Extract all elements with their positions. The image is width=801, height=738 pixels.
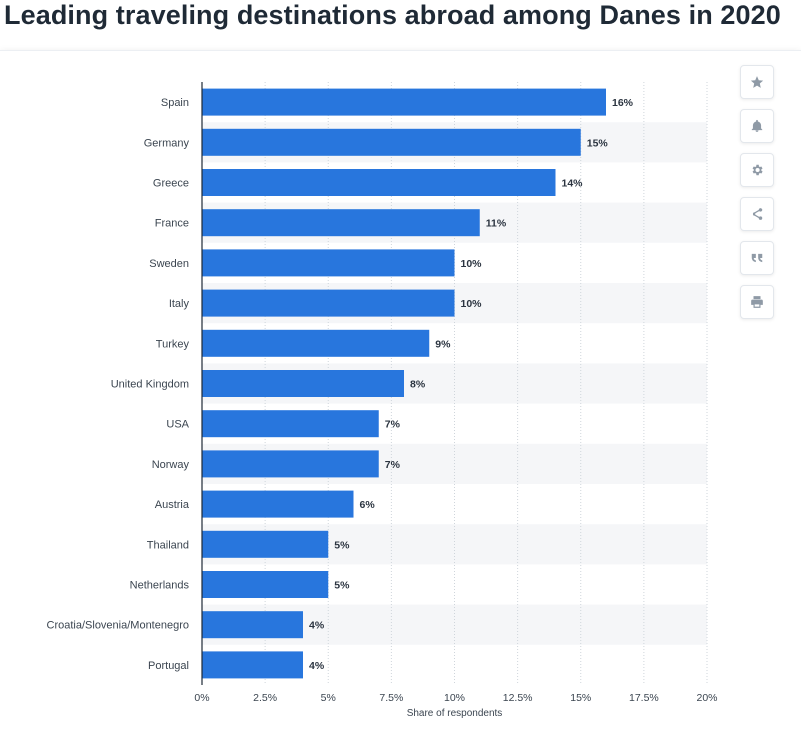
category-label: Greece bbox=[153, 178, 189, 190]
page-title: Leading traveling destinations abroad am… bbox=[4, 0, 781, 30]
bar bbox=[202, 209, 480, 237]
bar bbox=[202, 571, 329, 598]
x-tick-label: 10% bbox=[444, 692, 465, 704]
bar bbox=[202, 651, 303, 679]
cite-button[interactable] bbox=[740, 241, 774, 275]
category-label: Austria bbox=[155, 499, 190, 511]
bar bbox=[202, 289, 455, 317]
category-label: Portugal bbox=[148, 660, 189, 672]
x-tick-label: 0% bbox=[194, 692, 209, 704]
print-button[interactable] bbox=[740, 285, 774, 319]
x-tick-label: 15% bbox=[570, 692, 591, 704]
category-label: Croatia/Slovenia/Montenegro bbox=[47, 620, 189, 632]
category-label: France bbox=[155, 218, 189, 230]
x-tick-label: 7.5% bbox=[379, 692, 403, 704]
category-label: Thailand bbox=[147, 539, 189, 551]
category-label: Netherlands bbox=[130, 580, 190, 592]
x-tick-label: 17.5% bbox=[629, 692, 659, 704]
bar bbox=[202, 530, 329, 558]
print-icon bbox=[751, 296, 763, 308]
x-tick-label: 12.5% bbox=[503, 692, 533, 704]
share-icon bbox=[752, 208, 763, 220]
value-label: 4% bbox=[309, 620, 325, 632]
x-tick-label: 2.5% bbox=[253, 692, 277, 704]
x-tick-label: 5% bbox=[321, 692, 336, 704]
value-label: 5% bbox=[334, 539, 350, 551]
bar bbox=[202, 490, 354, 518]
favorite-button[interactable] bbox=[740, 65, 774, 99]
bar bbox=[202, 88, 606, 116]
star-icon bbox=[750, 76, 764, 88]
bar bbox=[202, 169, 556, 196]
value-label: 15% bbox=[587, 137, 609, 149]
value-label: 10% bbox=[461, 258, 483, 270]
value-label: 16% bbox=[612, 97, 634, 109]
value-label: 5% bbox=[334, 580, 350, 592]
value-label: 9% bbox=[435, 338, 451, 350]
category-label: Germany bbox=[144, 137, 190, 149]
settings-button[interactable] bbox=[740, 153, 774, 187]
category-label: Spain bbox=[161, 97, 189, 109]
value-label: 7% bbox=[385, 419, 401, 431]
bar bbox=[202, 370, 404, 397]
value-label: 8% bbox=[410, 379, 426, 391]
quote-icon bbox=[751, 253, 763, 263]
category-label: Sweden bbox=[149, 258, 189, 270]
value-label: 6% bbox=[360, 499, 376, 511]
category-label: Turkey bbox=[156, 338, 190, 350]
value-label: 14% bbox=[562, 178, 584, 190]
gear-icon bbox=[752, 164, 763, 176]
category-label: Norway bbox=[152, 459, 190, 471]
bar bbox=[202, 128, 581, 156]
bar bbox=[202, 410, 379, 438]
bar bbox=[202, 329, 430, 357]
value-label: 11% bbox=[486, 218, 507, 230]
bar bbox=[202, 450, 379, 478]
share-button[interactable] bbox=[740, 197, 774, 231]
category-label: Italy bbox=[169, 298, 190, 310]
category-label: USA bbox=[166, 419, 189, 431]
notification-button[interactable] bbox=[740, 109, 774, 143]
chart-toolbar bbox=[740, 65, 774, 329]
value-label: 7% bbox=[385, 459, 401, 471]
bar bbox=[202, 249, 455, 277]
value-label: 4% bbox=[309, 660, 325, 672]
x-tick-label: 20% bbox=[696, 692, 717, 704]
bell-icon bbox=[751, 119, 763, 132]
x-axis-title: Share of respondents bbox=[407, 708, 503, 719]
value-label: 10% bbox=[461, 298, 483, 310]
category-label: United Kingdom bbox=[111, 379, 189, 391]
bar bbox=[202, 611, 303, 639]
